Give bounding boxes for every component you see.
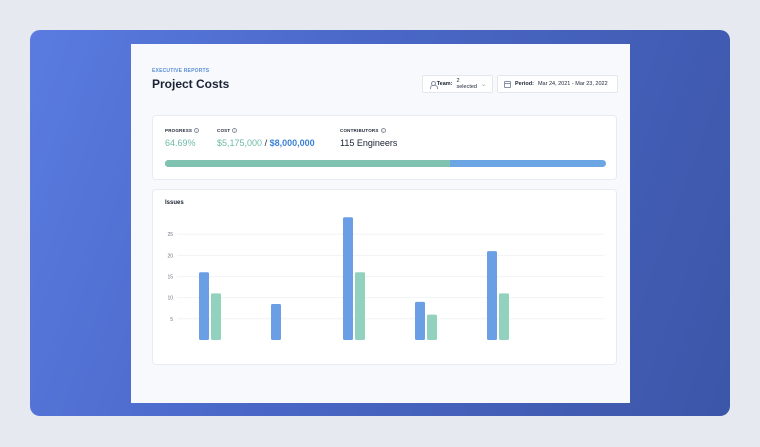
period-filter-label: Period:	[515, 81, 534, 87]
bar-series-b	[427, 314, 437, 340]
team-filter-value: 2 selected	[456, 78, 477, 90]
cost-label-group: COST i	[217, 128, 238, 133]
cost-label: COST	[217, 128, 231, 133]
chevron-down-icon: ⌄	[480, 81, 486, 88]
period-filter-value: Mar 24, 2021 - Mar 23, 2022	[537, 81, 608, 87]
contributors-label-group: CONTRIBUTORS i	[340, 128, 386, 133]
calendar-icon	[504, 80, 511, 88]
page-title: Project Costs	[152, 77, 230, 91]
progress-label: PROGRESS	[165, 128, 193, 133]
user-icon	[429, 80, 437, 89]
period-filter-button[interactable]: Period: Mar 24, 2021 - Mar 23, 2022	[497, 75, 618, 93]
section-eyebrow: EXECUTIVE REPORTS	[152, 68, 210, 74]
y-tick-label: 15	[167, 275, 173, 281]
contributors-label: CONTRIBUTORS	[340, 128, 379, 133]
cost-value: $5,175,000 / $8,000,000	[217, 138, 315, 148]
stats-card	[152, 115, 617, 180]
issues-card	[152, 189, 617, 365]
cost-spent: $5,175,000	[217, 138, 263, 148]
bar-series-b	[499, 293, 509, 340]
issues-chart: 5 10 15 20 25	[167, 217, 604, 340]
bar-series-a	[487, 251, 497, 340]
bar-series-a	[343, 217, 353, 340]
cost-separator: /	[264, 138, 268, 148]
team-filter-dropdown[interactable]: Team: 2 selected ⌄	[422, 75, 493, 93]
bar-series-a	[415, 301, 425, 340]
progress-bar	[165, 160, 606, 167]
progress-label-group: PROGRESS i	[165, 128, 200, 133]
y-tick-label: 25	[167, 232, 173, 238]
contributors-value: 115 Engineers	[340, 138, 398, 148]
bar-series-b	[211, 293, 221, 340]
progress-value: 64.69%	[165, 138, 196, 148]
bar-series-b	[355, 272, 365, 340]
bar-series-a	[271, 304, 281, 340]
team-filter-label: Team:	[436, 81, 453, 87]
info-icon[interactable]: i	[232, 128, 238, 133]
info-icon[interactable]: i	[194, 128, 200, 133]
bar-series-a	[199, 272, 209, 340]
info-icon[interactable]: i	[380, 128, 386, 133]
progress-bar-fill	[165, 160, 451, 167]
y-tick-label: 5	[170, 317, 173, 323]
issues-title: Issues	[165, 200, 184, 206]
y-tick-label: 10	[167, 296, 173, 302]
cost-total: $8,000,000	[269, 138, 315, 148]
y-tick-label: 20	[167, 253, 173, 259]
